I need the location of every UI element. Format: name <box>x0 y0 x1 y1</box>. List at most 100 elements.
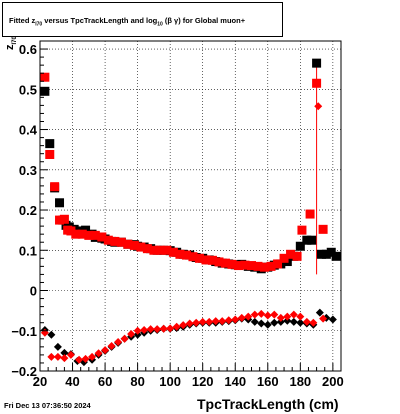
data-point-square-series-1 <box>273 259 283 269</box>
data-point-diamond-series-3 <box>224 316 233 325</box>
data-point-diamond-series-2 <box>315 308 324 317</box>
data-point-square-series-0 <box>331 251 341 261</box>
data-point-diamond-series-2 <box>250 317 259 326</box>
data-point-diamond-series-3 <box>153 325 162 334</box>
data-point-square-series-1 <box>84 230 94 240</box>
x-tick-label: 140 <box>224 374 246 389</box>
data-point-diamond-series-3 <box>60 354 69 363</box>
data-point-diamond-series-3 <box>205 317 214 326</box>
x-tick-label: 160 <box>257 374 279 389</box>
data-point-diamond-series-3 <box>172 322 181 331</box>
data-point-diamond-series-3 <box>198 317 207 326</box>
data-point-square-series-1 <box>266 261 276 271</box>
data-point-square-series-1 <box>142 244 152 254</box>
y-tick-label: −0.2 <box>11 364 37 379</box>
data-point-square-series-1 <box>129 240 139 250</box>
x-tick-label: 200 <box>322 374 344 389</box>
x-tick-label: 40 <box>65 374 79 389</box>
data-point-diamond-series-3 <box>211 317 220 326</box>
data-point-square-series-0 <box>307 235 317 245</box>
data-point-diamond-series-3 <box>146 325 155 334</box>
x-axis-ticks: 20 40 60 80 100 120 140 160 180 200 <box>33 363 344 389</box>
data-point-square-series-1 <box>110 236 120 246</box>
data-point-diamond-series-3 <box>75 355 84 364</box>
data-point-diamond-series-3 <box>81 354 90 363</box>
data-point-diamond-series-3 <box>140 325 149 334</box>
x-axis-label: TpcTrackLength (cm) <box>197 396 339 412</box>
data-point-diamond-series-2 <box>289 317 298 326</box>
data-point-diamond-series-2 <box>276 317 285 326</box>
title-sub1: I70 <box>35 21 43 28</box>
data-point-diamond-series-3 <box>159 324 168 333</box>
data-point-square-series-0 <box>326 247 336 257</box>
data-point-diamond-series-2 <box>47 330 56 339</box>
data-point-diamond-series-3 <box>263 311 272 320</box>
data-point-diamond-series-3 <box>94 349 103 358</box>
y-tick-label: 0.2 <box>19 203 37 218</box>
data-point-square-series-1 <box>45 149 55 159</box>
data-point-square-series-1 <box>155 245 165 255</box>
data-point-diamond-series-3 <box>296 312 305 321</box>
data-point-square-series-0 <box>40 86 50 96</box>
data-point-diamond-series-3 <box>179 321 188 330</box>
x-tick-label: 80 <box>130 374 144 389</box>
data-point-square-series-1 <box>66 226 76 236</box>
data-point-square-series-1 <box>116 237 126 247</box>
data-point-diamond-series-3 <box>289 310 298 319</box>
data-point-square-series-1 <box>136 242 146 252</box>
data-point-square-series-1 <box>188 252 198 262</box>
x-tick-label: 60 <box>98 374 112 389</box>
data-point-diamond-series-2 <box>257 319 266 328</box>
data-point-square-series-0 <box>55 198 65 208</box>
title-sub2: 10 <box>157 21 163 28</box>
data-point-square-series-1 <box>260 262 270 272</box>
data-point-square-series-0 <box>45 139 55 149</box>
y-axis-ticks: −0.2 −0.1 0 0.1 0.2 0.3 0.4 0.5 0.6 <box>11 42 48 379</box>
y-tick-label: −0.1 <box>11 324 37 339</box>
data-point-diamond-series-2 <box>328 315 337 324</box>
chart-title-box: Fitted zI70 versus TpcTrackLength and lo… <box>2 2 283 37</box>
data-point-diamond-series-3 <box>250 310 259 319</box>
plot-frame <box>39 40 342 372</box>
data-point-diamond-series-3 <box>47 352 56 361</box>
data-marks <box>40 58 341 367</box>
data-point-diamond-series-3 <box>314 102 323 111</box>
data-point-square-series-1 <box>220 258 230 268</box>
data-point-square-series-1 <box>305 209 315 219</box>
y-tick-label: 0.6 <box>19 42 37 57</box>
y-tick-label: 0.1 <box>19 243 37 258</box>
data-point-square-series-1 <box>50 182 60 192</box>
data-point-diamond-series-2 <box>296 318 305 327</box>
data-point-diamond-series-3 <box>192 318 201 327</box>
data-point-diamond-series-3 <box>166 324 175 333</box>
data-point-square-series-1 <box>103 235 113 245</box>
title-prefix: Fitted z <box>9 16 36 25</box>
data-point-square-series-0 <box>321 249 331 259</box>
data-point-square-series-0 <box>295 241 305 251</box>
data-point-square-series-0 <box>302 235 312 245</box>
data-point-diamond-series-2 <box>60 348 69 357</box>
data-point-square-series-1 <box>181 250 191 260</box>
x-tick-label: 20 <box>33 374 47 389</box>
data-point-square-series-1 <box>207 255 217 265</box>
data-point-diamond-series-3 <box>302 317 311 326</box>
data-point-diamond-series-3 <box>53 352 62 361</box>
data-point-square-series-1 <box>71 229 81 239</box>
y-axis-label: zI70 <box>4 36 18 50</box>
data-point-square-series-1 <box>168 247 178 257</box>
data-point-square-series-1 <box>90 230 100 240</box>
title-suffix: (β γ) for Global muon+ <box>162 16 246 25</box>
data-point-square-series-1 <box>97 232 107 242</box>
y-tick-label: 0.4 <box>19 123 38 138</box>
data-point-square-series-1 <box>162 245 172 255</box>
data-point-diamond-series-3 <box>237 313 246 322</box>
data-point-diamond-series-2 <box>53 342 62 351</box>
data-point-diamond-series-3 <box>88 352 97 361</box>
data-point-diamond-series-3 <box>309 318 318 327</box>
data-point-diamond-series-3 <box>133 326 142 335</box>
data-point-diamond-series-3 <box>257 309 266 318</box>
data-point-diamond-series-3 <box>270 310 279 319</box>
x-tick-label: 120 <box>192 374 214 389</box>
chart-title: Fitted zI70 versus TpcTrackLength and lo… <box>9 16 245 28</box>
